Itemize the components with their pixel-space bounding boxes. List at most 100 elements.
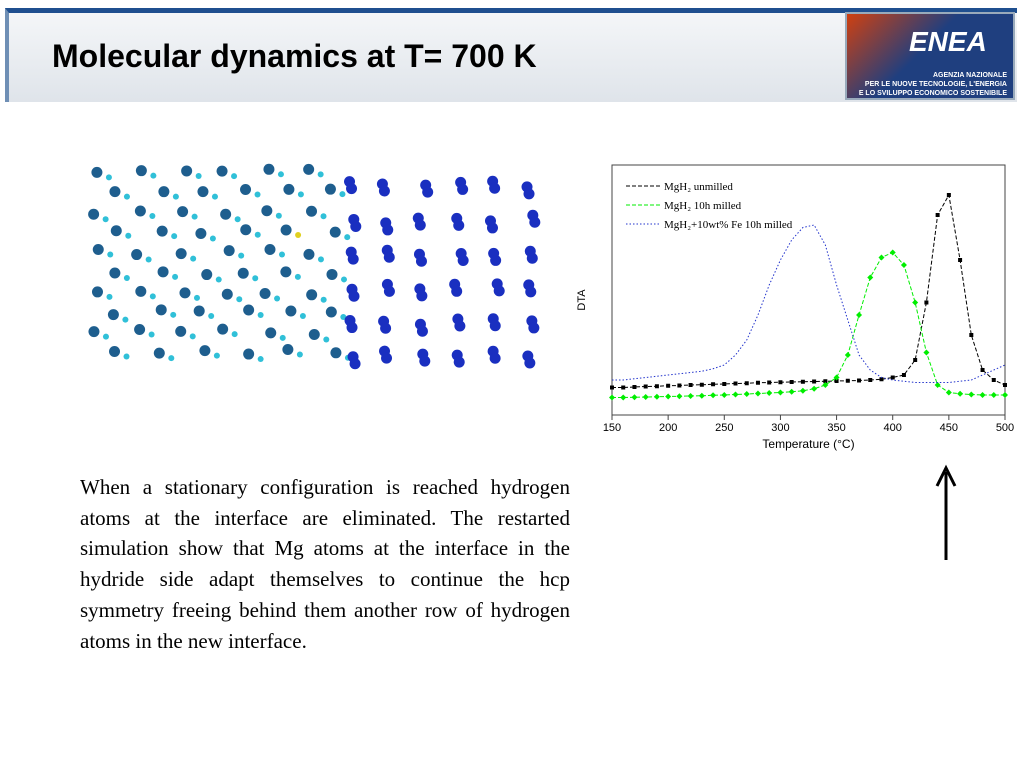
h-atom (231, 173, 238, 180)
mg-atom (422, 186, 434, 198)
h-atom (149, 212, 156, 219)
x-axis-label: Temperature (°C) (762, 437, 854, 451)
mg-atom (380, 322, 392, 334)
series-line (612, 224, 1006, 383)
h-atom (340, 276, 347, 283)
mg-atom (490, 254, 502, 266)
h-atom (277, 171, 284, 178)
mg-atom (131, 249, 143, 261)
h-atom (274, 295, 281, 302)
mg-atom (193, 305, 205, 317)
legend-label: MgH₂ unmilled (664, 181, 733, 193)
mg-atom (523, 188, 535, 200)
point (823, 379, 828, 384)
point (945, 389, 952, 396)
mg-atom (107, 309, 119, 321)
mg-atom (181, 165, 193, 177)
mg-atom (489, 182, 501, 194)
point (800, 379, 805, 384)
mg-atom (220, 208, 232, 220)
point (1002, 392, 1008, 398)
mg-atom (324, 183, 336, 195)
h-atom (191, 213, 198, 220)
mg-atom (457, 183, 469, 195)
point (743, 391, 750, 397)
h-atom (102, 216, 109, 223)
h-atom (296, 351, 303, 358)
logo-line: E LO SVILUPPO ECONOMICO SOSTENIBILE (858, 90, 1007, 97)
point (856, 312, 863, 318)
mg-atom (416, 325, 428, 337)
mg-atom (329, 226, 341, 238)
series-line (612, 251, 1005, 398)
point (923, 349, 930, 356)
h-atom (320, 296, 327, 303)
mg-atom (489, 352, 501, 364)
point (610, 385, 614, 390)
mg-atom (453, 356, 465, 368)
point (924, 300, 929, 305)
mg-atom (195, 227, 207, 239)
point (788, 388, 795, 395)
mg-atom (457, 255, 469, 267)
mg-atom (109, 346, 121, 358)
point (980, 368, 985, 372)
mg-atom (158, 186, 170, 198)
h-atom (279, 334, 286, 341)
mg-atom (453, 219, 465, 231)
h-atom (102, 333, 109, 340)
point (900, 262, 907, 268)
h-atom (344, 234, 351, 241)
x-tick-label: 150 (603, 422, 621, 434)
mg-atom (348, 290, 360, 302)
mg-atom (282, 343, 294, 355)
mg-atom (349, 358, 361, 370)
logo-line: PER LE NUOVE TECNOLOGIE, L'ENERGIA (864, 81, 1007, 88)
h-atom (231, 331, 238, 338)
mg-atom (153, 347, 165, 359)
point (901, 373, 906, 377)
mg-atom (306, 289, 318, 301)
h-atom (295, 231, 302, 238)
h-atom (254, 191, 261, 198)
point (665, 393, 672, 400)
point (789, 380, 794, 384)
point (889, 249, 896, 256)
h-atom (236, 296, 243, 303)
point (755, 380, 760, 385)
h-atom (107, 251, 114, 258)
mg-atom (280, 266, 292, 278)
h-atom (193, 294, 200, 301)
mg-atom (381, 352, 393, 364)
mg-atom (346, 322, 358, 334)
point (811, 385, 818, 392)
mg-atom (88, 326, 100, 338)
point (688, 383, 693, 387)
h-atom (123, 193, 130, 200)
h-atom (320, 213, 327, 220)
point (935, 213, 940, 217)
x-tick-label: 400 (884, 422, 902, 434)
logo-name: ENEA (909, 26, 987, 57)
point (766, 390, 773, 396)
h-atom (257, 356, 264, 363)
logo-line: AGENZIA NAZIONALE (932, 72, 1007, 79)
x-tick-label: 500 (996, 422, 1014, 434)
h-atom (294, 273, 301, 280)
point (754, 390, 761, 397)
point (879, 377, 884, 382)
mg-atom (416, 290, 428, 302)
mg-atom (240, 224, 252, 236)
mg-atom (383, 285, 395, 297)
mg-atom (493, 285, 505, 297)
point (710, 392, 717, 399)
point (609, 394, 615, 401)
mg-atom (110, 225, 122, 237)
y-axis-label: DTA (576, 289, 588, 311)
mg-atom (347, 253, 359, 265)
h-atom (123, 275, 130, 282)
mg-atom (264, 244, 276, 256)
h-atom (297, 191, 304, 198)
mg-atom (524, 357, 536, 369)
